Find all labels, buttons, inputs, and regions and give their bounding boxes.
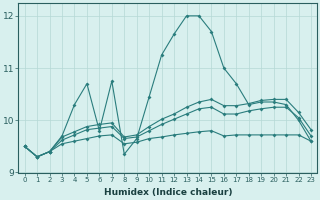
X-axis label: Humidex (Indice chaleur): Humidex (Indice chaleur) [104,188,232,197]
